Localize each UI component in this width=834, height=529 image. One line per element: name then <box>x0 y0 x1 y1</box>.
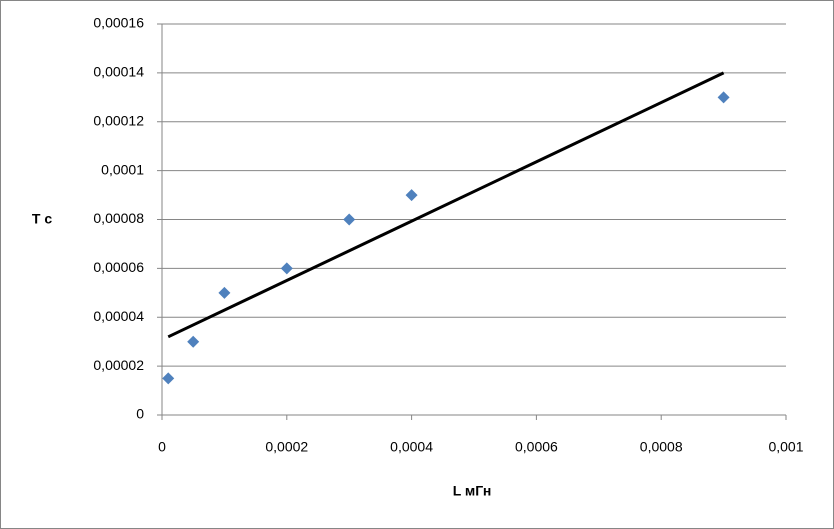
y-tick-label: 0,00012 <box>93 112 144 128</box>
x-tick-label: 0,0004 <box>390 439 433 455</box>
y-axis-label: T c <box>32 211 52 227</box>
x-tick-label: 0,001 <box>768 439 803 455</box>
y-tick-label: 0,00016 <box>93 15 144 31</box>
point <box>717 91 730 104</box>
y-tick-label: 0 <box>136 406 144 422</box>
x-tick-label: 0,0006 <box>515 439 558 455</box>
trendline <box>167 71 725 339</box>
y-tick-label: 0,00014 <box>93 64 144 80</box>
point <box>187 335 200 348</box>
y-tick-label: 0,00008 <box>93 210 144 226</box>
x-tick-label: 0,0002 <box>265 439 308 455</box>
x-axis-label: L мГн <box>453 483 492 499</box>
y-tick-label: 0,00006 <box>93 259 144 275</box>
point <box>405 189 418 202</box>
point <box>162 372 175 385</box>
y-tick-label: 0,00002 <box>93 357 144 373</box>
y-tick-label: 0,0001 <box>101 161 144 177</box>
point <box>343 213 356 226</box>
x-tick-label: 0 <box>158 439 166 455</box>
x-tick-label: 0,0008 <box>640 439 683 455</box>
point <box>218 286 231 299</box>
point <box>280 262 293 275</box>
y-tick-label: 0,00004 <box>93 308 144 324</box>
